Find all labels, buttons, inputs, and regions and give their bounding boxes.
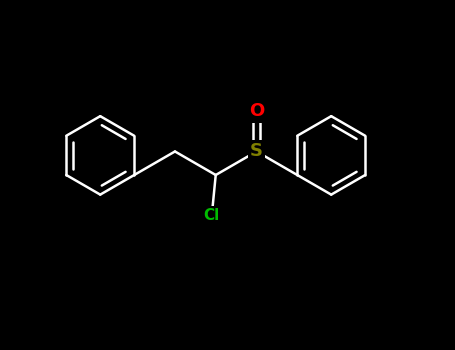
Text: O: O [249,103,264,120]
Text: S: S [250,142,263,160]
Text: Cl: Cl [204,208,220,223]
